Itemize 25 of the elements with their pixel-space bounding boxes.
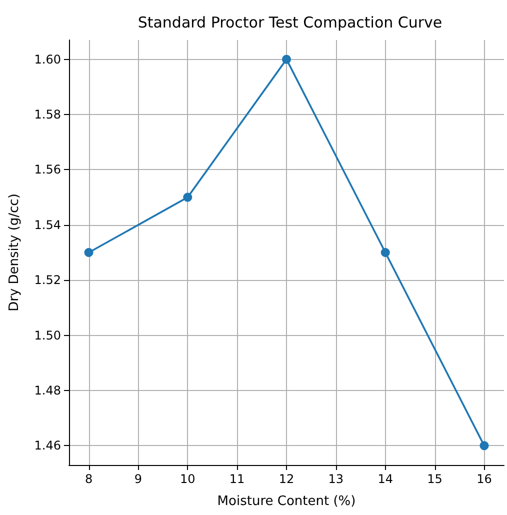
chart-title: Standard Proctor Test Compaction Curve bbox=[138, 14, 442, 32]
x-tick-label: 14 bbox=[378, 472, 394, 486]
point bbox=[84, 248, 94, 257]
x-tick-label: 16 bbox=[476, 472, 492, 486]
x-axis-title: Moisture Content (%) bbox=[217, 494, 356, 509]
x-tick-label: 13 bbox=[328, 472, 344, 486]
x-tick-label: 15 bbox=[427, 472, 442, 486]
y-tick-label: 1.58 bbox=[34, 108, 61, 122]
y-tick-label: 1.54 bbox=[34, 218, 61, 232]
y-tick-label: 1.52 bbox=[34, 273, 61, 288]
x-tick-label: 10 bbox=[180, 472, 196, 486]
y-tick-label: 1.48 bbox=[34, 383, 61, 398]
point bbox=[480, 441, 489, 450]
y-tick-label: 1.50 bbox=[34, 328, 61, 342]
x-tick-label: 9 bbox=[134, 472, 142, 486]
point bbox=[183, 192, 192, 202]
y-axis-title: Dry Density (g/cc) bbox=[7, 194, 22, 312]
point bbox=[282, 54, 291, 64]
y-tick-label: 1.56 bbox=[34, 162, 61, 177]
x-tick-label: 8 bbox=[84, 472, 93, 486]
x-tick-label: 11 bbox=[229, 472, 245, 486]
y-tick-label: 1.60 bbox=[34, 52, 61, 66]
point bbox=[380, 248, 390, 257]
y-tick-label: 1.46 bbox=[34, 438, 61, 453]
x-tick-label: 12 bbox=[278, 472, 294, 486]
